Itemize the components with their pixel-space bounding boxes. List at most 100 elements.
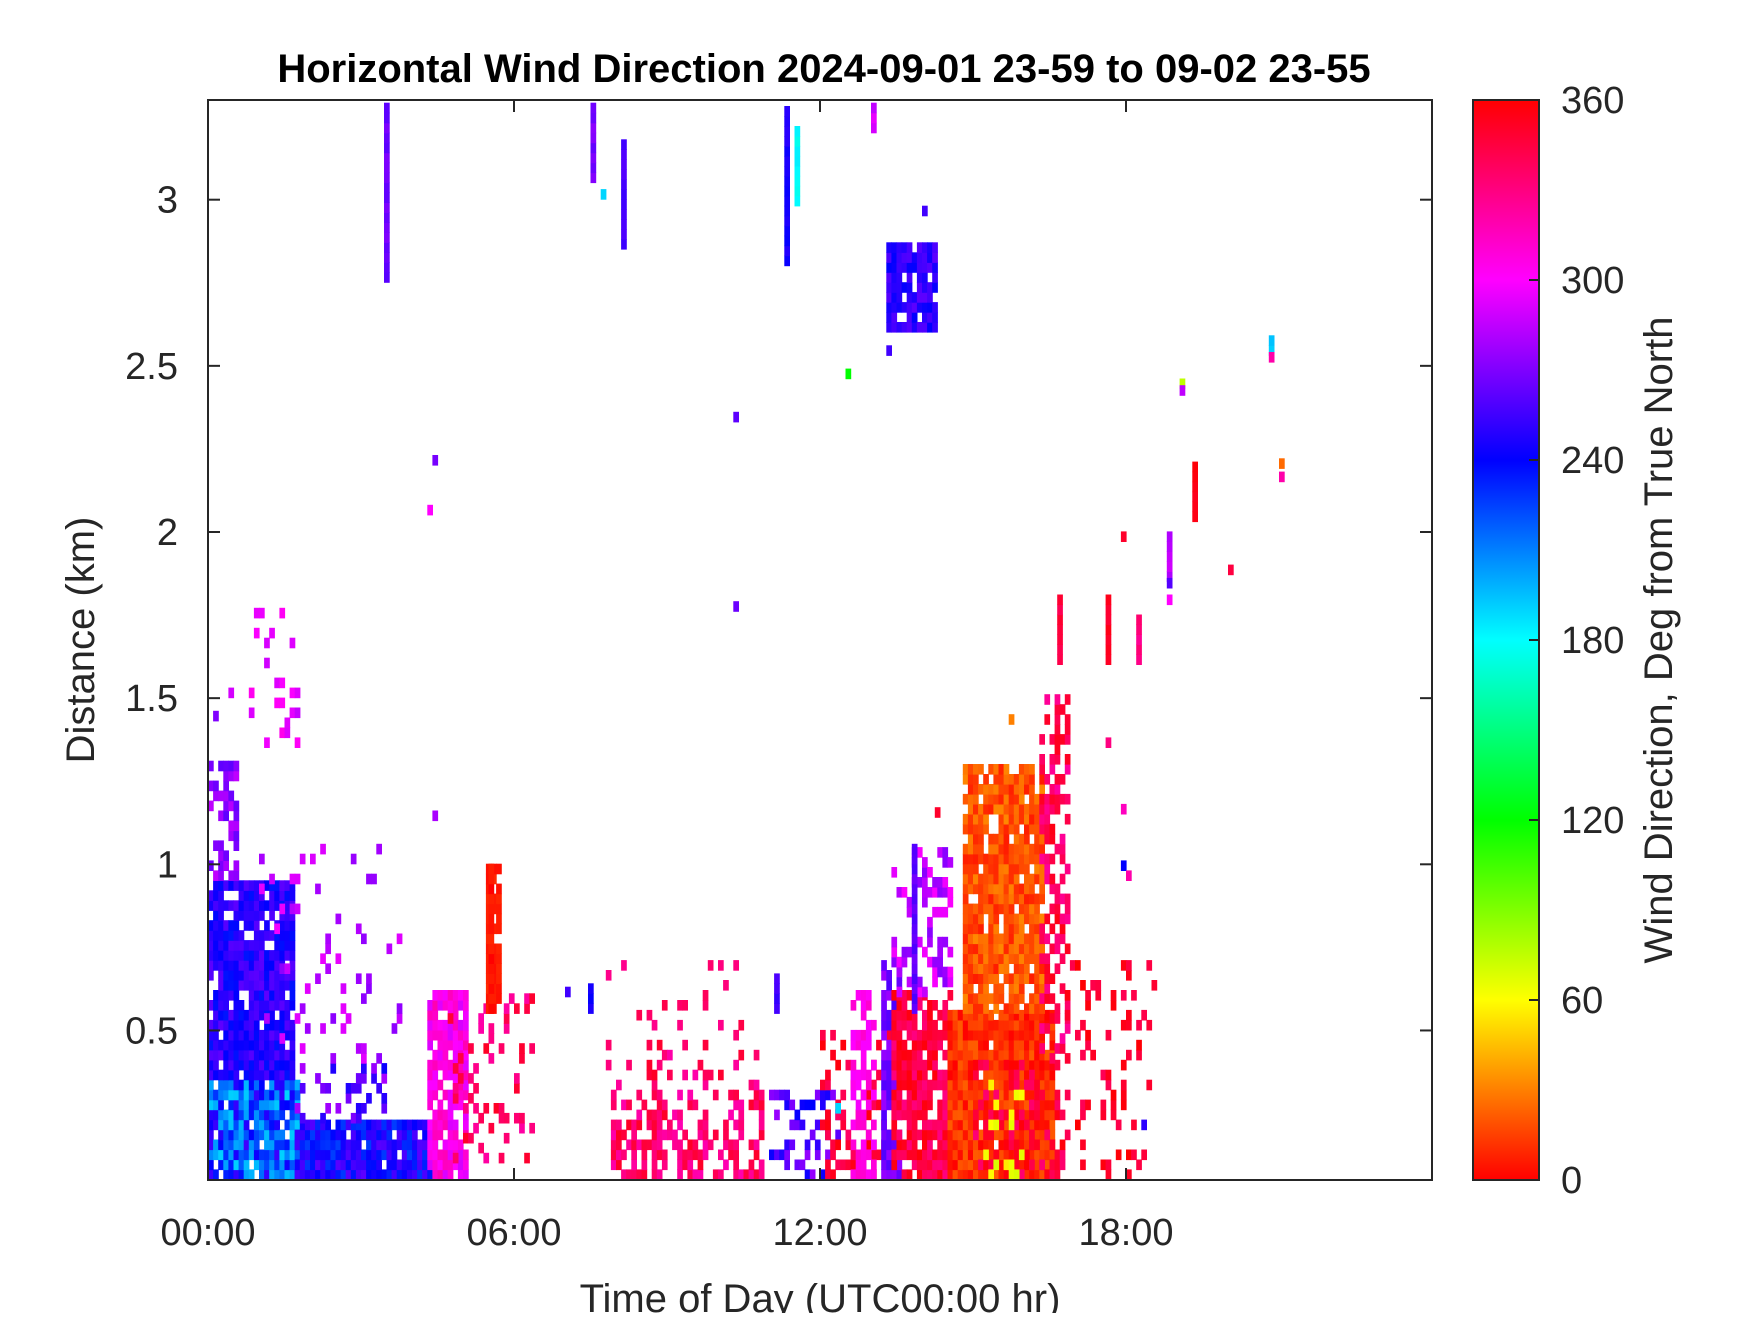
- heatmap-cell: [809, 1099, 816, 1111]
- heatmap-cell: [233, 1119, 240, 1131]
- heatmap-cell: [457, 1149, 464, 1161]
- heatmap-cell: [962, 1059, 969, 1071]
- heatmap-cell: [906, 262, 913, 273]
- heatmap-point: [1179, 385, 1186, 396]
- heatmap-cell: [320, 1159, 326, 1171]
- heatmap-cell: [973, 843, 979, 855]
- heatmap-cell: [279, 940, 286, 951]
- heatmap-cell: [825, 1159, 831, 1171]
- heatmap-cell: [1034, 983, 1040, 994]
- heatmap-cell: [937, 1009, 943, 1021]
- heatmap-cell: [937, 877, 943, 888]
- heatmap-cell: [218, 1159, 224, 1171]
- heatmap-cell: [228, 880, 235, 891]
- heatmap-cell: [228, 1109, 235, 1121]
- heatmap-streak-cell: [911, 893, 918, 905]
- heatmap-cell: [1018, 1019, 1025, 1031]
- heatmap-cell: [1044, 1023, 1051, 1034]
- heatmap-cell: [386, 1159, 393, 1171]
- heatmap-cell: [753, 1089, 760, 1101]
- heatmap-cell: [1054, 744, 1061, 755]
- heatmap-cell: [906, 292, 913, 303]
- heatmap-cell: [774, 1109, 780, 1121]
- heatmap-cell: [498, 1112, 505, 1124]
- heatmap-cell: [916, 272, 923, 283]
- heatmap-cell: [1034, 853, 1040, 865]
- heatmap-cell: [967, 774, 974, 785]
- heatmap-cell: [830, 1049, 836, 1061]
- heatmap-cell: [1008, 853, 1015, 865]
- heatmap-cell: [248, 900, 255, 911]
- heatmap-cell: [661, 1159, 668, 1171]
- heatmap-streak-cell: [794, 155, 801, 167]
- heatmap-cell: [345, 1119, 352, 1131]
- heatmap-cell: [967, 933, 974, 945]
- heatmap-cell: [1085, 1099, 1091, 1111]
- heatmap-cell: [993, 1003, 1000, 1014]
- heatmap-cell: [452, 990, 459, 1001]
- heatmap-streak-cell: [1166, 541, 1173, 552]
- heatmap-cell: [253, 910, 260, 921]
- heatmap-cell: [386, 1169, 393, 1180]
- heatmap-point: [835, 1103, 841, 1114]
- heatmap-cell: [1034, 823, 1040, 835]
- heatmap-cell: [1126, 960, 1132, 971]
- heatmap-cell: [814, 1119, 821, 1131]
- heatmap-cell: [906, 896, 913, 908]
- heatmap-cell: [264, 1049, 270, 1061]
- heatmap-cell: [248, 1079, 255, 1091]
- heatmap-cell: [218, 1139, 224, 1151]
- heatmap-cell: [1018, 1119, 1025, 1131]
- heatmap-cell: [830, 1139, 836, 1151]
- heatmap-cell: [1039, 1149, 1045, 1161]
- heatmap-cell: [1044, 1049, 1051, 1061]
- heatmap-cell: [325, 1129, 331, 1141]
- heatmap-cell: [886, 1149, 892, 1161]
- heatmap-point: [1105, 737, 1112, 748]
- heatmap-cell: [213, 910, 219, 921]
- heatmap-cell: [1064, 714, 1071, 725]
- heatmap-cell: [758, 1159, 765, 1171]
- heatmap-cell: [993, 1059, 1000, 1071]
- heatmap-cell: [223, 960, 229, 971]
- heatmap-cell: [881, 1139, 887, 1151]
- heatmap-cell: [264, 930, 270, 941]
- heatmap-cell: [845, 1159, 852, 1171]
- heatmap-cell: [223, 810, 229, 822]
- heatmap-cell: [294, 707, 301, 719]
- heatmap-cell: [967, 803, 974, 815]
- heatmap-cell: [942, 966, 949, 978]
- heatmap-cell: [1049, 1013, 1056, 1024]
- heatmap-cell: [422, 1159, 428, 1171]
- heatmap-cell: [799, 1159, 806, 1171]
- heatmap-cell: [1013, 793, 1020, 805]
- heatmap-cell: [228, 830, 235, 842]
- heatmap-cell: [988, 943, 994, 955]
- heatmap-cell: [361, 1159, 367, 1171]
- heatmap-cell: [942, 906, 949, 918]
- heatmap-cell: [284, 1009, 291, 1021]
- heatmap-cell: [830, 1169, 836, 1180]
- heatmap-cell: [208, 930, 214, 941]
- heatmap-cell: [1044, 1149, 1051, 1161]
- heatmap-cell: [988, 913, 994, 925]
- heatmap-cell: [269, 1069, 275, 1081]
- heatmap-cell: [274, 1119, 280, 1131]
- heatmap-cell: [886, 990, 892, 1001]
- heatmap-cell: [983, 953, 989, 964]
- heatmap-point: [432, 455, 439, 466]
- heatmap-cell: [692, 1169, 699, 1180]
- heatmap-cell: [208, 970, 214, 981]
- heatmap-cell: [391, 1139, 398, 1151]
- heatmap-cell: [1059, 853, 1066, 865]
- heatmap-cell: [223, 1129, 229, 1141]
- heatmap-cell: [315, 1073, 321, 1084]
- heatmap-cell: [1013, 1069, 1020, 1081]
- heatmap-cell: [947, 887, 954, 898]
- heatmap-cell: [733, 960, 739, 971]
- heatmap-cell: [820, 1099, 826, 1111]
- heatmap-cell: [496, 923, 502, 935]
- colorbar-tick-label: 240: [1561, 440, 1624, 482]
- heatmap-cell: [901, 1000, 908, 1011]
- heatmap-cell: [1044, 823, 1051, 835]
